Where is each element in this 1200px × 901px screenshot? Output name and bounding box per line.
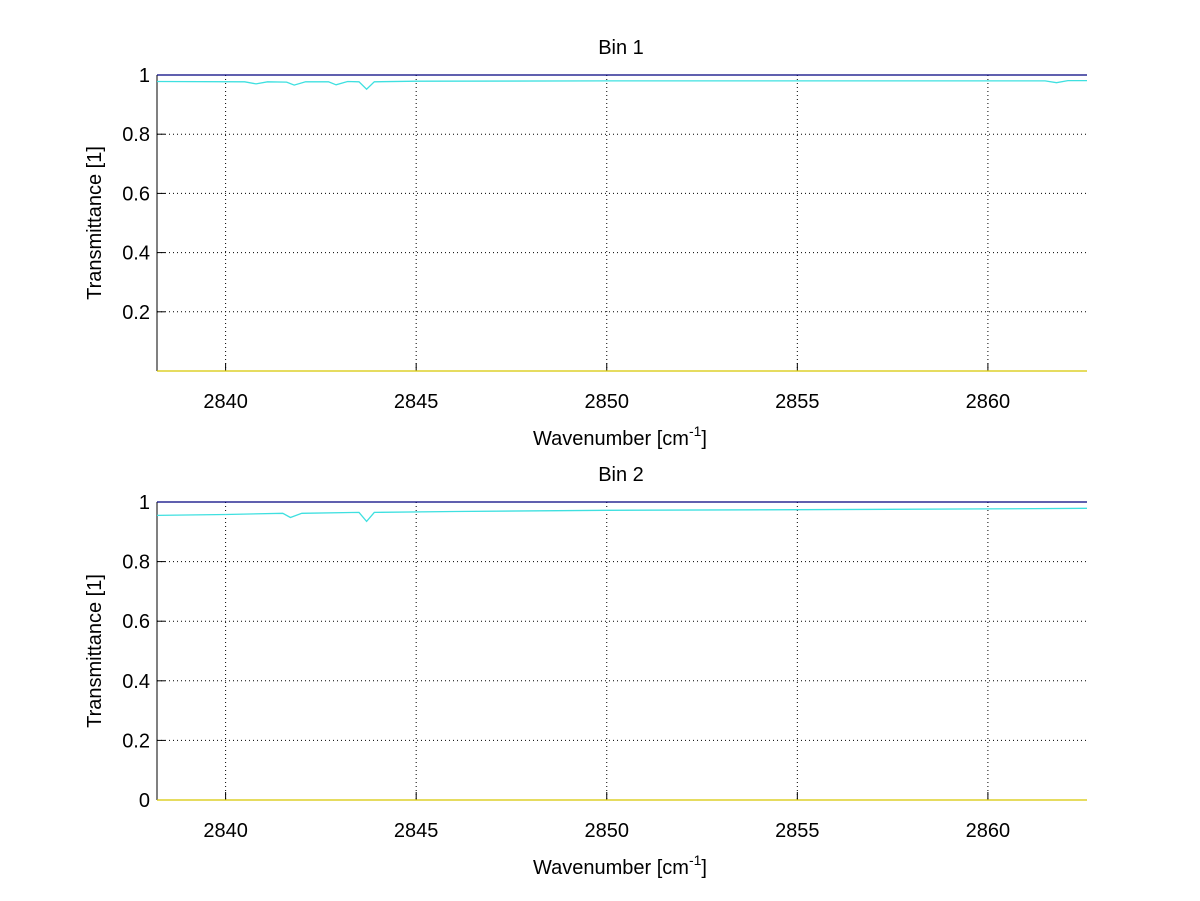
y-tick-label: 1: [139, 492, 150, 514]
x-axis-label-end: ]: [701, 857, 707, 879]
x-axis-label-superscript: -1: [689, 852, 702, 868]
y-tick-label: 0.8: [122, 552, 150, 574]
x-tick-label: 2850: [585, 391, 630, 413]
y-tick-label: 0.8: [122, 124, 150, 146]
y-tick-label: 1: [139, 65, 150, 87]
chart-title: Bin 2: [598, 464, 644, 486]
x-tick-label: 2855: [775, 820, 820, 842]
series-line-cyan: [156, 507, 1088, 523]
series-line-cyan: [156, 79, 1087, 91]
x-tick-label: 2855: [775, 391, 820, 413]
x-axis-label: Wavenumber [cm-1]: [533, 852, 707, 879]
x-tick-label: 2860: [966, 820, 1011, 842]
y-axis-label: Transmittance [1]: [84, 574, 106, 728]
x-axis-label-main: Wavenumber [cm: [533, 428, 689, 450]
x-axis-label-end: ]: [701, 428, 707, 450]
subplot-1: 2840 2845 2850 2855 2860 0.2 0.4 0.6 0.8 1 Bin 1 Wa…: [84, 37, 1087, 450]
y-tick-label: 0.4: [122, 243, 150, 265]
x-tick-label: 2860: [966, 391, 1011, 413]
y-tick-label: 0.6: [122, 183, 150, 205]
y-tick-label: 0.4: [122, 671, 150, 693]
x-axis-label: Wavenumber [cm-1]: [533, 423, 707, 450]
x-tick-label: 2840: [203, 391, 248, 413]
x-tick-label: 2850: [585, 820, 630, 842]
x-tick-label: 2845: [394, 391, 439, 413]
y-tick-label: 0.2: [122, 730, 150, 752]
chart-title: Bin 1: [598, 37, 644, 59]
x-tick-label: 2845: [394, 820, 439, 842]
x-axis-label-superscript: -1: [689, 423, 702, 439]
x-axis-label-main: Wavenumber [cm: [533, 857, 689, 879]
y-tick-label: 0.6: [122, 611, 150, 633]
y-tick-label: 0: [139, 790, 150, 812]
y-tick-label: 0.2: [122, 302, 150, 324]
subplot-2: 2840 2845 2850 2855 2860 0 0.2 0.4 0.6 0.8 1 Bin 2 W…: [84, 464, 1088, 879]
y-axis-label: Transmittance [1]: [84, 146, 106, 300]
x-tick-label: 2840: [203, 820, 248, 842]
